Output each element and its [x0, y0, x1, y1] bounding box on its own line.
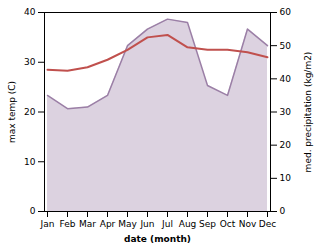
svg-text:10: 10	[24, 157, 36, 167]
svg-text:Jan: Jan	[40, 219, 55, 229]
svg-text:May: May	[118, 219, 137, 229]
svg-text:0: 0	[30, 206, 36, 216]
svg-text:Sep: Sep	[199, 219, 216, 229]
svg-text:max temp (C): max temp (C)	[7, 81, 17, 143]
svg-text:20: 20	[280, 140, 292, 150]
svg-text:Apr: Apr	[100, 219, 116, 229]
svg-text:20: 20	[24, 107, 36, 117]
svg-text:30: 30	[280, 107, 292, 117]
svg-text:40: 40	[24, 7, 36, 17]
svg-text:Mar: Mar	[79, 219, 96, 229]
svg-text:med. precipitation (kg/m2): med. precipitation (kg/m2)	[303, 52, 313, 173]
svg-text:Oct: Oct	[220, 219, 236, 229]
svg-text:10: 10	[280, 173, 292, 183]
svg-text:30: 30	[24, 57, 36, 67]
svg-text:40: 40	[280, 74, 292, 84]
svg-text:date (month): date (month)	[124, 234, 191, 244]
svg-text:Feb: Feb	[60, 219, 76, 229]
svg-text:50: 50	[280, 41, 292, 51]
svg-text:Dec: Dec	[259, 219, 276, 229]
svg-text:0: 0	[280, 206, 286, 216]
svg-text:60: 60	[280, 7, 292, 17]
svg-text:Jul: Jul	[161, 219, 173, 229]
svg-text:Jun: Jun	[139, 219, 154, 229]
svg-text:Nov: Nov	[239, 219, 257, 229]
svg-text:Aug: Aug	[179, 219, 197, 229]
